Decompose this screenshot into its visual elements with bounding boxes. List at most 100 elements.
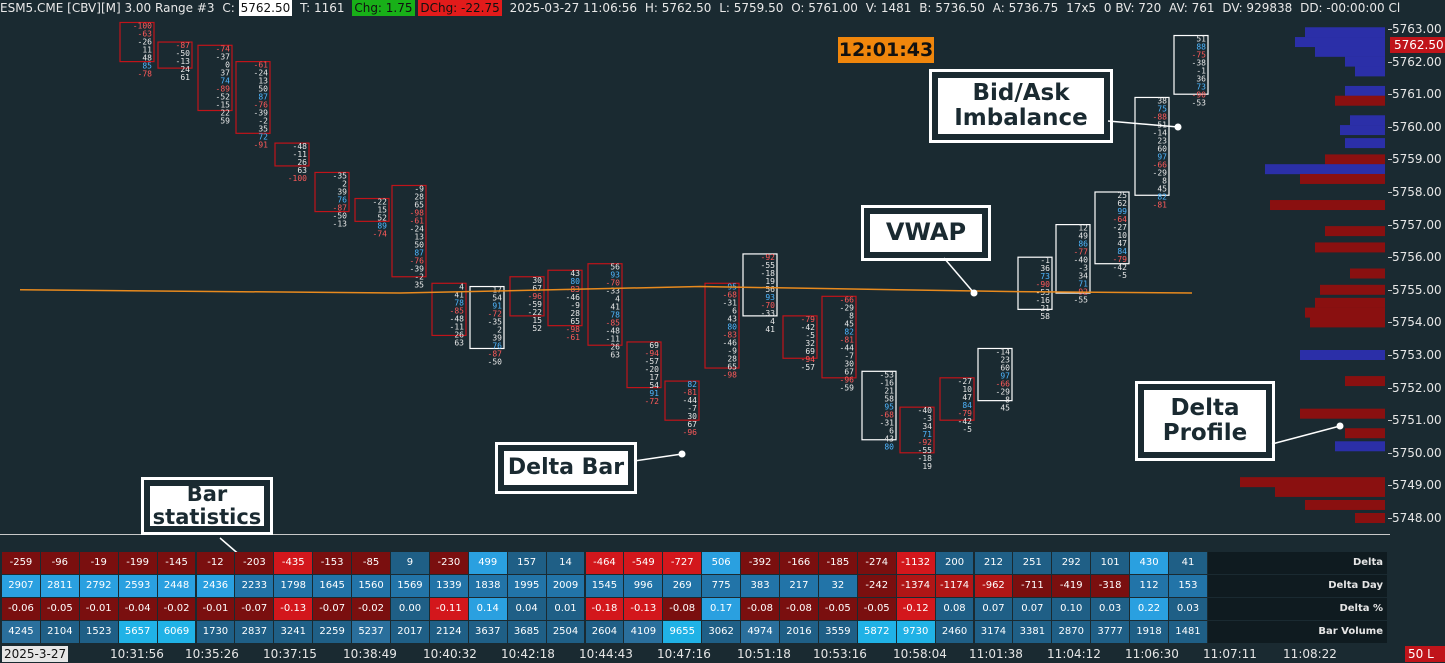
price-label: 5750.00 — [1392, 445, 1442, 460]
footprint-cell-value: 30 — [687, 412, 697, 421]
price-label: 5763.00 — [1392, 22, 1442, 36]
footprint-cell-value: 35 — [414, 280, 424, 289]
stat-cell: -0.07 — [313, 598, 352, 620]
footprint-bar — [509, 276, 545, 317]
footprint-cell-value: -37 — [216, 52, 231, 61]
footprint-chart-area[interactable]: -100 -63 -26 11 48 85 -78 -87 -50 -13 24 61 -74 -37 0 3… — [0, 16, 1390, 534]
footprint-cell-value: 49 — [1078, 232, 1088, 241]
bar-statistics-table: -259 -96 -19 -199 -145 -12 -203 -435 -153 -85 9 -23… — [0, 552, 1390, 644]
stat-row-label: Bar Volume — [1207, 621, 1387, 643]
footprint-bar — [1094, 191, 1130, 265]
footprint-cell-value: -24 — [254, 69, 269, 78]
footprint-cell-value: 26 — [297, 158, 307, 167]
open-label: O: 5761.00 — [791, 1, 858, 15]
price-tick — [1388, 420, 1392, 422]
footprint-cell-value: -24 — [410, 224, 425, 233]
close-value: 5762.50 — [238, 0, 293, 16]
price-label: 5758.00 — [1392, 185, 1442, 199]
footprint-cell-value: 34 — [922, 422, 932, 431]
delta-bar-callout: Delta Bar — [495, 442, 637, 494]
footprint-bar — [742, 253, 778, 317]
footprint-bar — [587, 263, 623, 346]
stat-cell: -962 — [974, 575, 1013, 597]
imbalance-callout-text: Bid/Ask Imbalance — [954, 80, 1088, 131]
footprint-cell-value: 43 — [884, 434, 894, 443]
footprint-cell-value: -57 — [645, 357, 660, 366]
footprint-cell-value: 67 — [532, 284, 542, 293]
footprint-cell-value: -46 — [566, 293, 581, 302]
footprint-cell-value: -14 — [996, 347, 1011, 356]
footprint-cell-value: -55 — [918, 446, 933, 455]
footprint-cell-value: -98 — [410, 208, 425, 217]
pane-separator[interactable] — [0, 534, 1390, 535]
price-label: 5762.00 — [1392, 54, 1442, 69]
footprint-cell-value: -48 — [606, 327, 621, 336]
stat-cell: 2448 — [157, 575, 196, 597]
bid-volume-label: 0 BV: 720 — [1103, 1, 1162, 15]
time-label: 10:37:15 — [263, 647, 317, 661]
delta-profile-bar — [1265, 164, 1385, 175]
footprint-cell-value: -74 — [216, 44, 231, 53]
footprint-cell-value: 63 — [610, 351, 620, 360]
imbalance-callout: Bid/Ask Imbalance — [929, 69, 1113, 143]
footprint-cell-value: -98 — [723, 370, 738, 379]
footprint-bar — [235, 60, 271, 134]
axis-corner-badge: 50 L E — [1405, 646, 1445, 662]
time-label: 10:35:26 — [185, 647, 239, 661]
footprint-cell-value: 85 — [142, 61, 152, 70]
footprint-cell-value: 28 — [414, 192, 424, 201]
footprint-cell-value: 63 — [297, 166, 307, 175]
stat-cell: -96 — [40, 552, 79, 574]
time-axis[interactable]: 2025-3-27 50 L E 10:31:56 10:35:26 10:37:1… — [0, 645, 1445, 663]
delta-profile-bar — [1240, 477, 1385, 488]
footprint-cell-value: -70 — [606, 279, 621, 288]
price-axis[interactable]: 5763.00 5762.00 5761.00 5760.00 5759.00 5758.… — [1388, 16, 1445, 536]
footprint-cell-value: -26 — [138, 37, 153, 46]
price-tick — [1388, 387, 1392, 389]
footprint-cell-value: 8 — [1005, 395, 1010, 404]
footprint-cell-value: 34 — [1078, 272, 1088, 281]
footprint-cell-value: -53 — [1192, 99, 1207, 108]
footprint-bar — [626, 341, 662, 389]
delta-profile-bar — [1345, 56, 1385, 67]
footprint-cell-value: -48 — [293, 142, 308, 151]
stat-cell: 2837 — [235, 621, 274, 643]
stat-cell: -242 — [857, 575, 896, 597]
footprint-cell-value: -87 — [176, 41, 191, 50]
current-price-marker: 5762.50 — [1390, 37, 1445, 54]
bid-label: B: 5736.50 — [919, 1, 985, 15]
footprint-cell-value: -89 — [216, 84, 231, 93]
footprint-cell-value: -20 — [645, 365, 660, 374]
stat-cell: 3381 — [1013, 621, 1052, 643]
stat-cell: -318 — [1091, 575, 1130, 597]
stat-cell: 41 — [1169, 552, 1207, 574]
stat-cell: 0.10 — [1052, 598, 1091, 620]
stat-cell: -0.13 — [274, 598, 313, 620]
stat-cell: 2504 — [546, 621, 585, 643]
stat-row-label: Delta % — [1207, 598, 1387, 620]
footprint-cell-value: -46 — [723, 338, 738, 347]
footprint-cell-value: 47 — [962, 393, 972, 402]
stat-cell: -1132 — [896, 552, 935, 574]
footprint-cell-value: 13 — [414, 232, 424, 241]
stat-cell: -0.04 — [118, 598, 157, 620]
footprint-cell-value: -11 — [450, 322, 465, 331]
footprint-cell-value: 54 — [492, 294, 502, 303]
footprint-bar — [197, 44, 233, 112]
size-label: 17x5 — [1066, 1, 1097, 15]
footprint-bar — [431, 282, 467, 337]
footprint-cell-value: 24 — [180, 65, 190, 74]
footprint-cell-value: 17 — [649, 373, 659, 382]
footprint-cell-value: -96 — [840, 375, 855, 384]
footprint-cell-value: -81 — [840, 335, 855, 344]
footprint-cell-value: 51 — [1196, 35, 1206, 44]
price-tick — [1388, 289, 1392, 291]
footprint-cell-value: 87 — [414, 248, 424, 257]
vwap-callout-text: VWAP — [885, 218, 967, 247]
price-label: 5749.00 — [1392, 478, 1442, 493]
stat-cell: 0.17 — [702, 598, 741, 620]
stat-cell: 3241 — [274, 621, 313, 643]
stat-cell: -711 — [1013, 575, 1052, 597]
stat-cell: 1645 — [313, 575, 352, 597]
footprint-cell-value: 56 — [765, 285, 775, 294]
